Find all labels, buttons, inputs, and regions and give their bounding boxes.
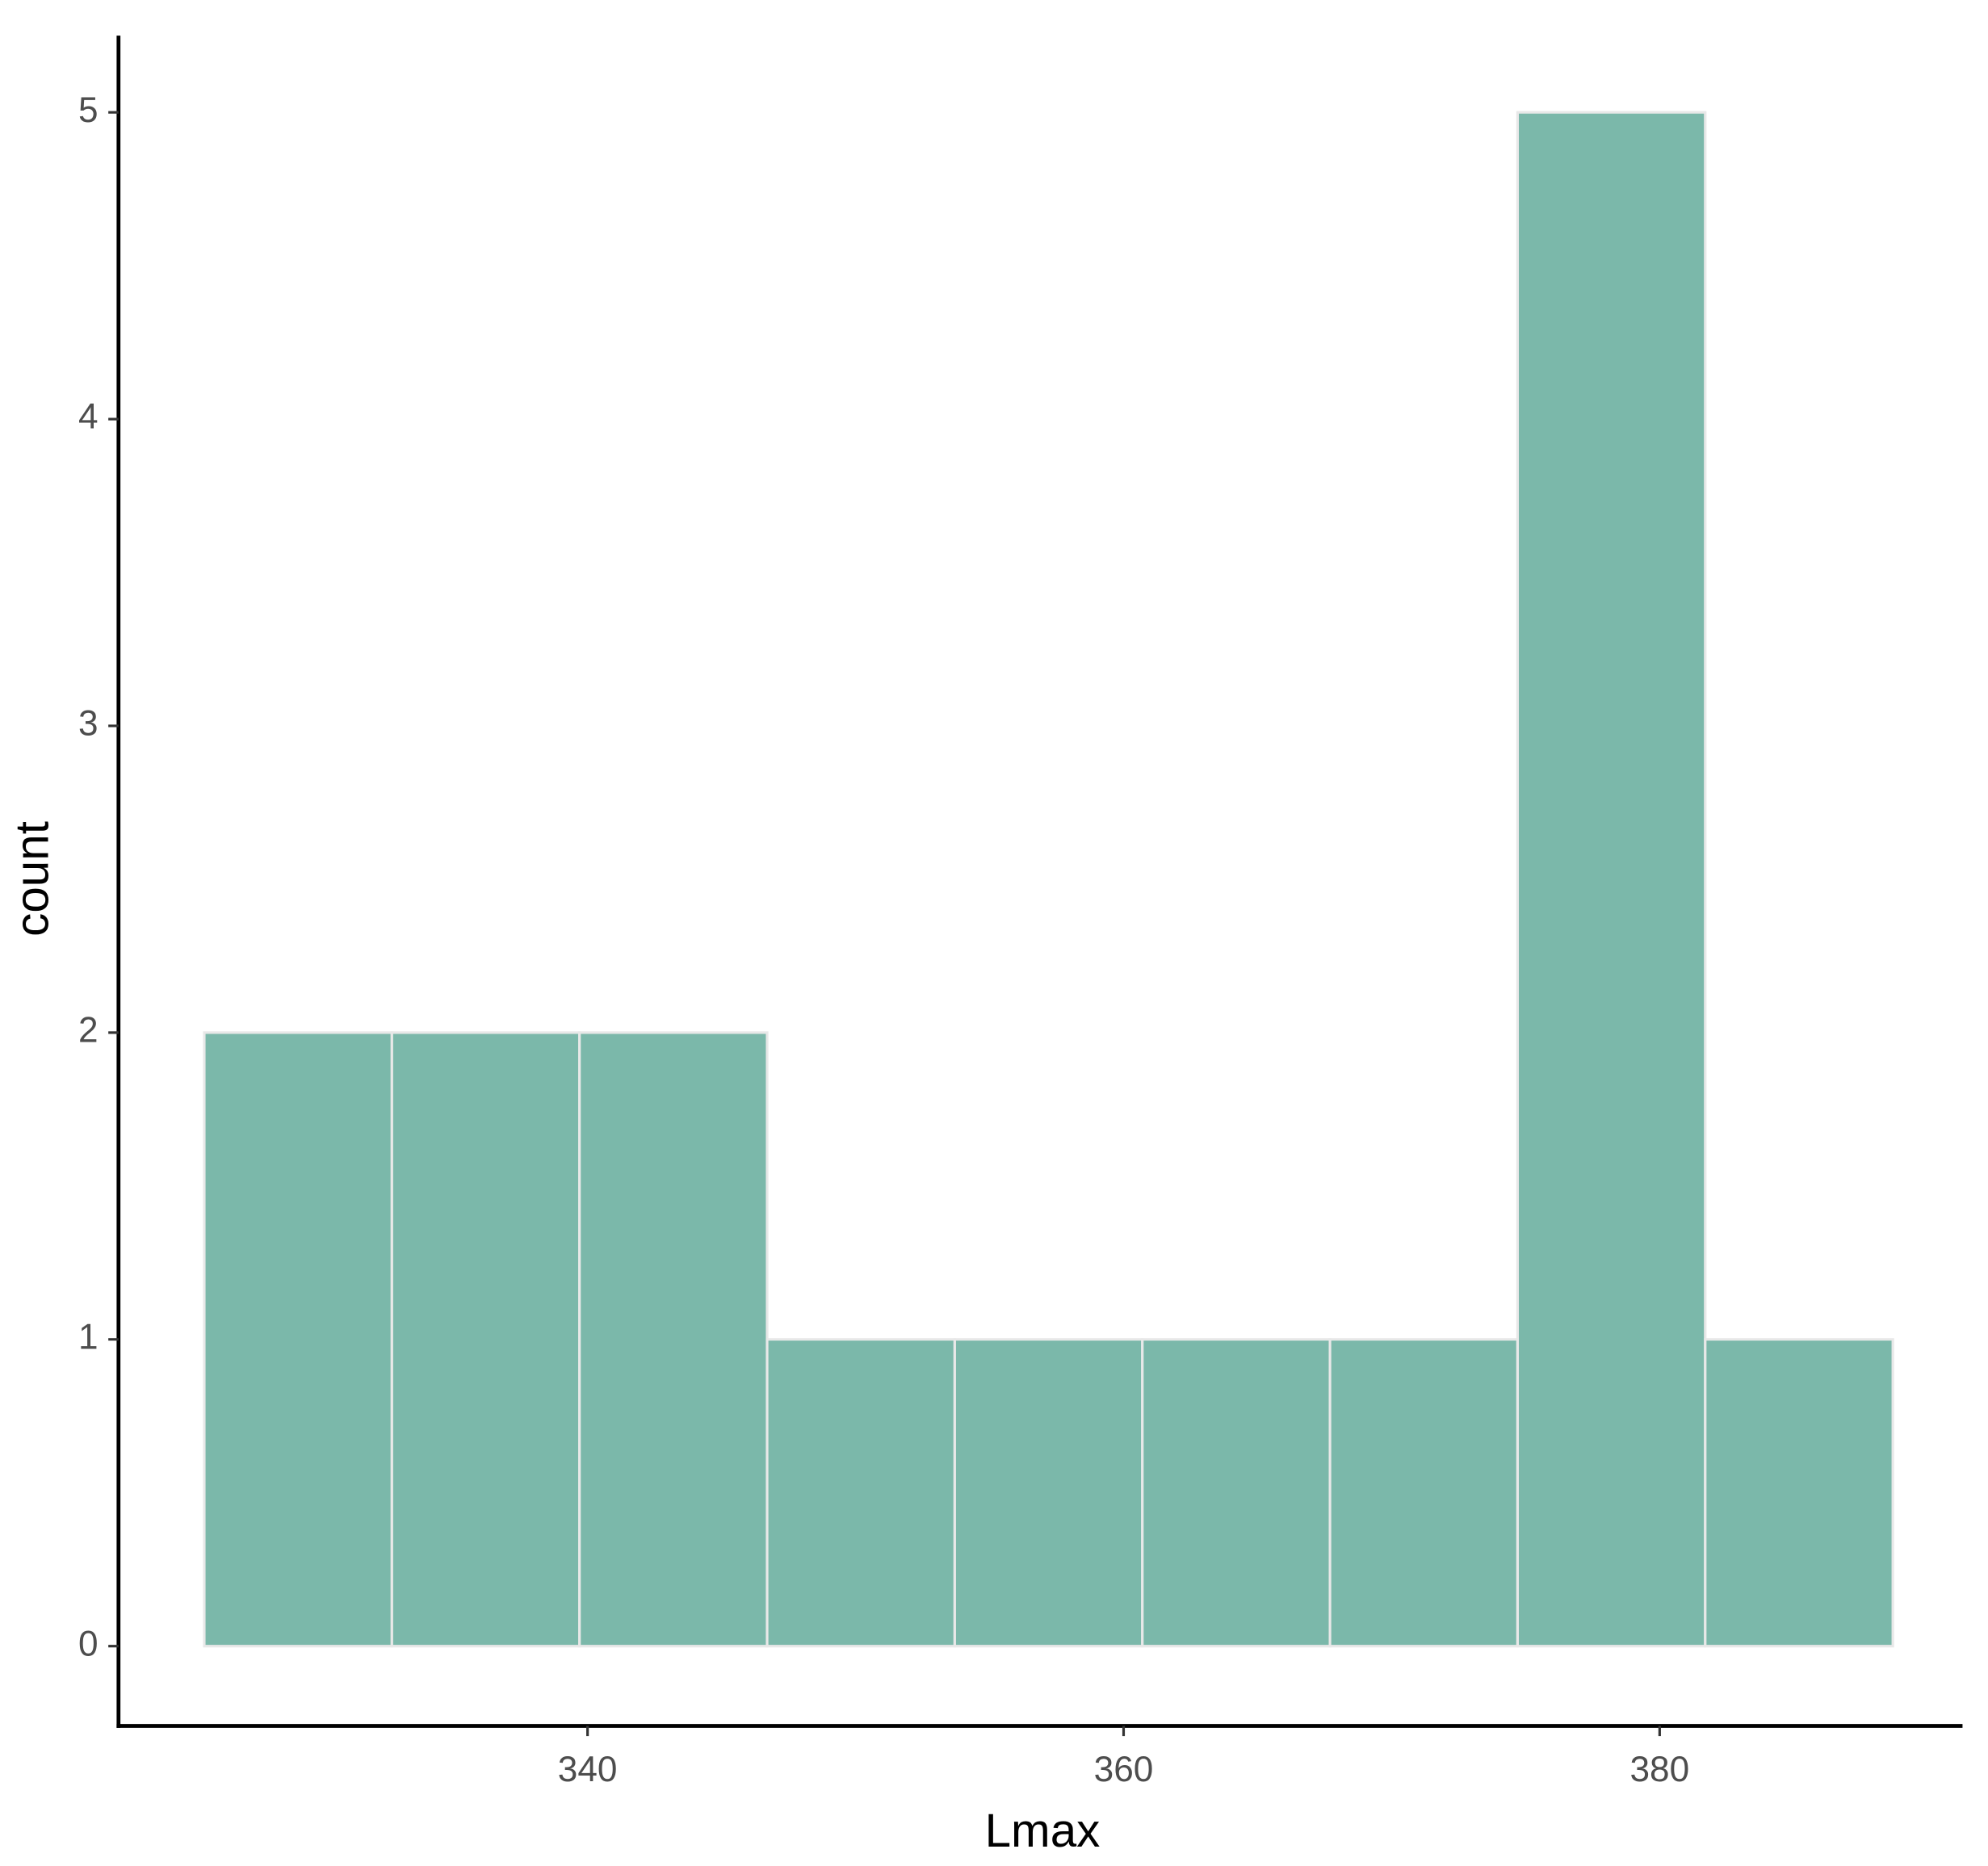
y-tick-label: 1	[78, 1317, 99, 1357]
bar	[953, 1338, 1144, 1648]
x-axis-title: Lmax	[985, 1805, 1101, 1857]
bar	[765, 1338, 956, 1648]
x-tick-label: 380	[1630, 1750, 1690, 1789]
bar	[390, 1031, 581, 1648]
x-tick-label: 340	[558, 1750, 618, 1789]
bar	[1704, 1338, 1894, 1648]
y-tick-label: 5	[78, 90, 99, 130]
bar	[578, 1031, 769, 1648]
x-tick-label: 360	[1094, 1750, 1154, 1789]
bar	[1516, 111, 1707, 1648]
y-axis-title: count	[6, 821, 59, 937]
y-tick-label: 4	[78, 397, 99, 437]
bar	[1141, 1338, 1332, 1648]
y-tick-label: 2	[78, 1011, 99, 1050]
y-tick-label: 0	[78, 1624, 99, 1663]
y-tick-label: 3	[78, 704, 99, 744]
bar	[1328, 1338, 1520, 1648]
bar	[203, 1031, 393, 1648]
